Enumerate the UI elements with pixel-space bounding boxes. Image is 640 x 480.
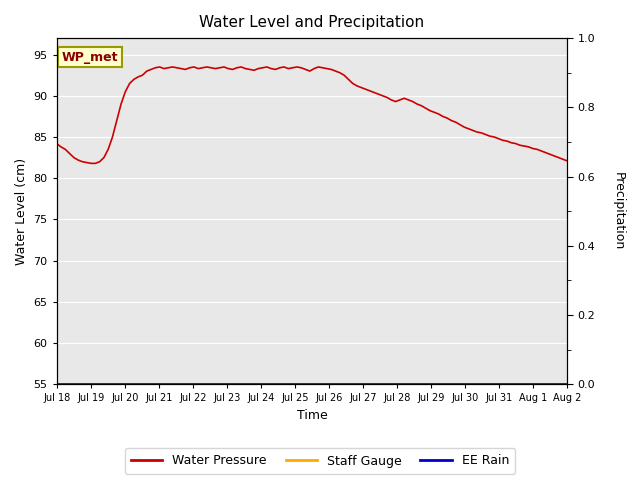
Text: WP_met: WP_met (62, 50, 118, 64)
Y-axis label: Precipitation: Precipitation (612, 172, 625, 250)
Y-axis label: Water Level (cm): Water Level (cm) (15, 157, 28, 265)
Legend: Water Pressure, Staff Gauge, EE Rain: Water Pressure, Staff Gauge, EE Rain (125, 448, 515, 474)
X-axis label: Time: Time (296, 409, 327, 422)
Title: Water Level and Precipitation: Water Level and Precipitation (200, 15, 424, 30)
